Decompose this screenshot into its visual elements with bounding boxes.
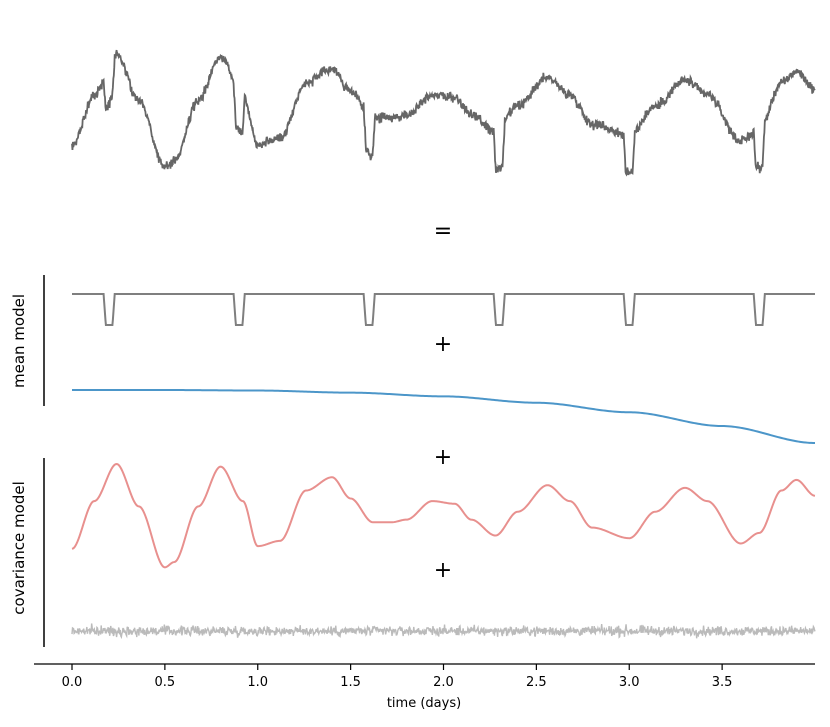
plus-sign-1: +	[434, 332, 452, 357]
x-tick-label: 3.0	[619, 675, 640, 690]
noise-line	[71, 623, 816, 640]
transit-model-line	[72, 293, 815, 326]
mean-model-label: mean model	[10, 294, 28, 388]
variability-model-panel	[71, 462, 816, 569]
x-ticks: 0.0 0.5 1.0 1.5 2.0 2.5 3.0 3.5	[62, 664, 733, 690]
x-tick-label: 0.0	[62, 675, 83, 690]
observed-light-curve-line	[71, 49, 816, 177]
variability-model-line	[71, 462, 816, 569]
plus-sign-2: +	[434, 445, 452, 470]
trend-model-line	[72, 389, 816, 444]
x-tick-label: 1.5	[340, 675, 361, 690]
noise-panel	[71, 623, 816, 640]
x-tick-label: 2.5	[526, 675, 547, 690]
x-tick-label: 3.5	[712, 675, 733, 690]
x-tick-label: 2.0	[433, 675, 454, 690]
x-axis-label: time (days)	[387, 696, 461, 711]
x-tick-label: 1.0	[247, 675, 268, 690]
x-tick-label: 0.5	[155, 675, 176, 690]
transit-model-panel	[72, 293, 815, 326]
x-axis: 0.0 0.5 1.0 1.5 2.0 2.5 3.0 3.5 time (days)	[34, 663, 815, 711]
trend-model-panel	[72, 389, 816, 444]
observed-light-curve-panel	[71, 49, 816, 177]
plus-sign-3: +	[434, 558, 452, 583]
equals-sign: =	[434, 219, 452, 244]
covariance-model-label: covariance model	[10, 481, 28, 614]
